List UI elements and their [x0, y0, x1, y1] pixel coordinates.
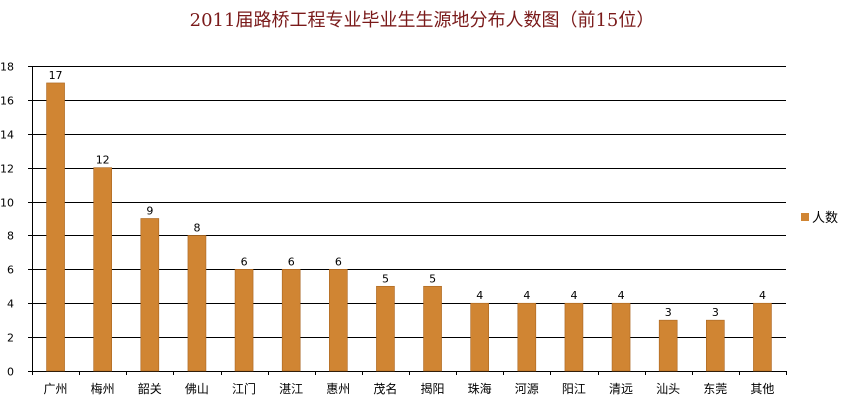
bar: [281, 269, 301, 372]
x-tick-label: 韶关: [138, 381, 162, 396]
chart-title: 2011届路桥工程专业毕业生生源地分布人数图（前15位）: [190, 10, 655, 31]
x-tick-label: 清远: [609, 382, 633, 396]
bar: [234, 269, 254, 372]
data-label: 6: [288, 255, 295, 268]
bar: [753, 302, 772, 372]
x-tick-label: 茂名: [373, 381, 397, 396]
legend-swatch: [801, 213, 809, 221]
y-tick-label: 14: [0, 129, 14, 142]
y-tick-label: 0: [7, 366, 14, 379]
bar: [46, 82, 65, 372]
x-axis-ticks: 广州 梅州 韶关 佛山 江门 湛江 惠州 茂名 揭阳 珠海 河源 阳江 清远 汕头 东莞 其他: [32, 371, 787, 396]
y-tick-label: 8: [7, 230, 14, 243]
bar: [187, 235, 207, 372]
data-label: 5: [429, 272, 436, 285]
x-tick-label: 梅州: [91, 381, 115, 396]
bars: [46, 82, 772, 372]
bar: [658, 319, 678, 372]
y-tick-label: 12: [0, 163, 14, 176]
x-tick-label: 湛江: [279, 382, 303, 396]
x-tick-label: 惠州: [326, 382, 350, 396]
data-label: 4: [476, 289, 483, 302]
legend-label: 人数: [812, 211, 838, 226]
y-tick-label: 2: [7, 332, 14, 345]
x-tick-label: 珠海: [468, 381, 492, 396]
y-tick-label: 16: [0, 95, 14, 108]
bar: [706, 319, 725, 372]
data-labels: 17 12 9 8 6 6 6 5 5 4 4 4 4 3 3 4: [49, 69, 766, 319]
bar: [140, 218, 160, 372]
data-label: 4: [759, 289, 766, 302]
x-tick-label: 汕头: [656, 382, 680, 396]
x-tick-label: 佛山: [185, 382, 209, 396]
data-label: 4: [618, 289, 625, 302]
x-tick-label: 阳江: [562, 382, 586, 396]
x-tick-label: 河源: [515, 382, 539, 396]
y-tick-label: 18: [0, 61, 14, 74]
data-label: 4: [523, 289, 530, 302]
y-tick-label: 10: [0, 197, 14, 210]
bar: [611, 302, 631, 372]
data-label: 8: [193, 221, 200, 234]
bar: [93, 167, 112, 372]
y-tick-label: 4: [7, 298, 14, 311]
data-label: 5: [382, 272, 389, 285]
x-tick-label: 广州: [44, 382, 68, 396]
x-tick-label: 江门: [232, 381, 256, 396]
bar: [470, 302, 489, 372]
y-axis-ticks: 0 2 4 6 8 10 12 14 16 18: [0, 61, 33, 379]
data-label: 9: [146, 205, 153, 218]
data-label: 4: [570, 289, 577, 302]
x-tick-label: 揭阳: [421, 381, 445, 396]
bar: [376, 285, 395, 372]
data-label: 17: [49, 69, 63, 82]
data-label: 3: [665, 306, 672, 319]
x-tick-label: 其他: [750, 382, 774, 396]
data-label: 6: [241, 255, 248, 268]
x-tick-label: 东莞: [703, 382, 727, 396]
y-tick-label: 6: [7, 264, 14, 277]
data-label: 6: [335, 255, 342, 268]
bar: [329, 269, 348, 372]
data-label: 3: [712, 306, 719, 319]
bar: [517, 302, 537, 372]
legend: 人数: [801, 211, 838, 226]
bar: [564, 302, 584, 372]
data-label: 12: [96, 154, 110, 167]
bar: [423, 285, 442, 372]
